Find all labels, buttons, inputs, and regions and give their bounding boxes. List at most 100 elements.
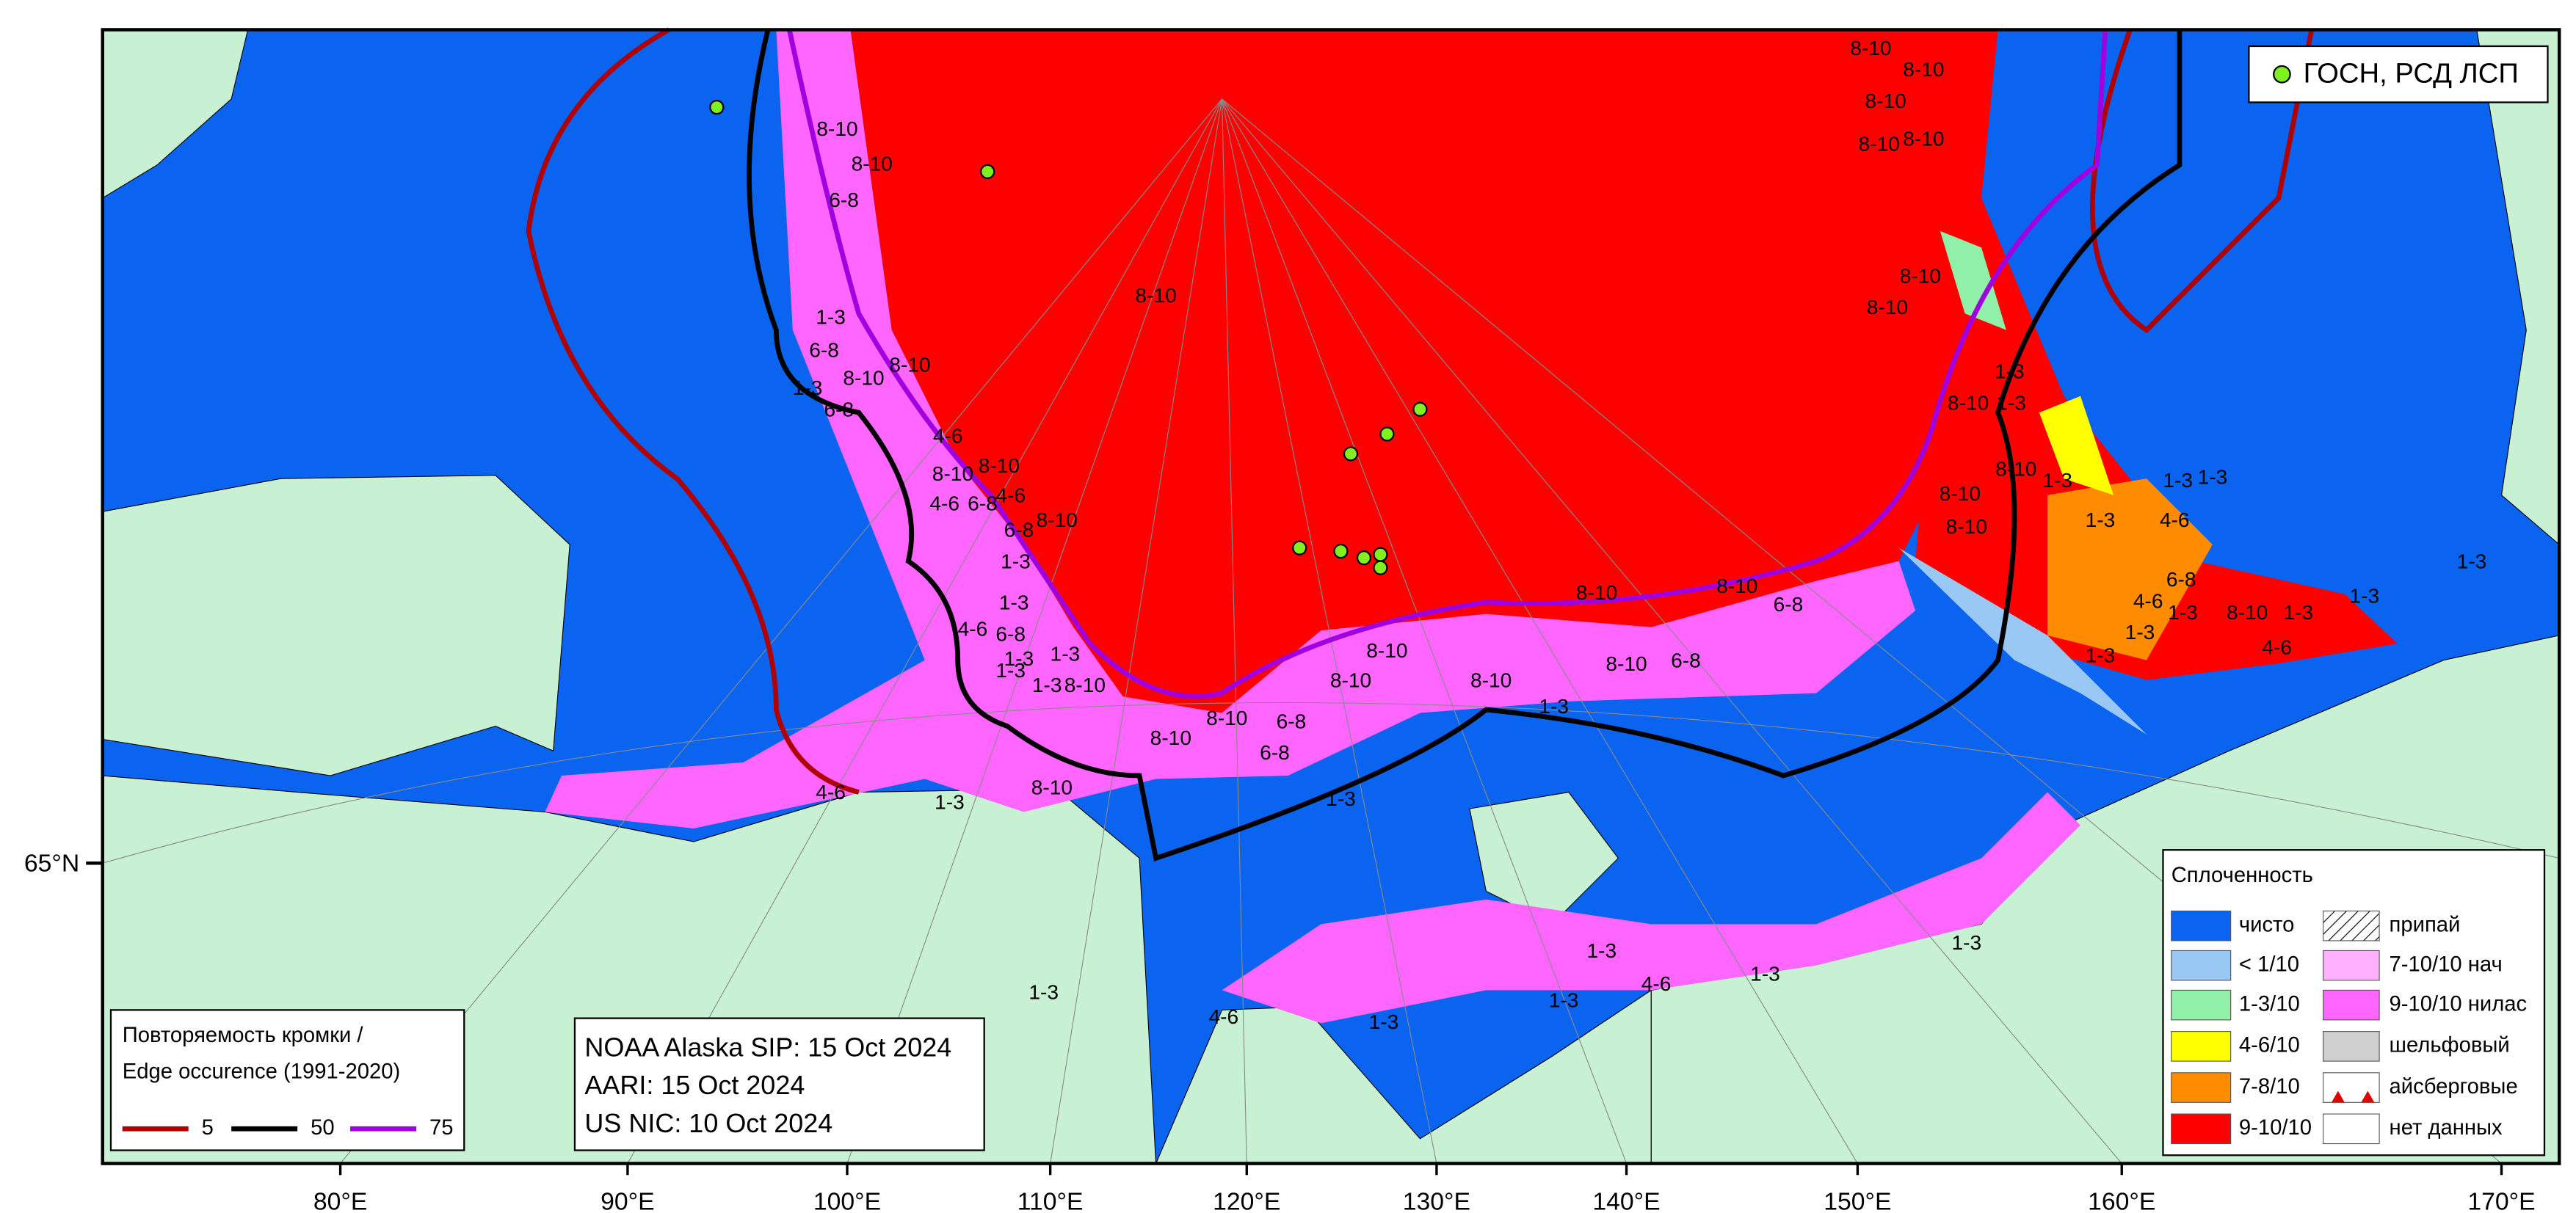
- ice-label: 4-6: [2133, 589, 2163, 612]
- lat-label: 65°N: [24, 849, 79, 877]
- ice-label: 1-3: [2457, 550, 2487, 572]
- ice-label: 6-8: [995, 622, 1026, 645]
- ice-9-10: [850, 29, 1982, 713]
- meridian: [1221, 98, 1437, 1164]
- legend-item: 7-10/10 нач: [2390, 952, 2503, 976]
- ice-label: 1-3: [1051, 642, 1081, 665]
- swatch: [2323, 989, 2380, 1021]
- ice-label: 8-10: [1150, 726, 1191, 749]
- ice-label: 6-8: [829, 189, 859, 211]
- ice-label: 4-6: [995, 484, 1026, 506]
- meridian: [340, 98, 1222, 1164]
- ice-label: 6-8: [809, 338, 839, 361]
- ice-label: 8-10: [1850, 37, 1891, 59]
- legend-item: 4-6/10: [2239, 1034, 2300, 1057]
- station: [1333, 544, 1349, 559]
- meridian: [627, 98, 1223, 1164]
- ice-label: 6-8: [1004, 519, 1034, 542]
- ice-label: 1-3: [1995, 360, 2025, 383]
- ice-label: 6-8: [968, 492, 998, 515]
- ice-label: 8-10: [843, 367, 884, 390]
- ice-lt-1: [1898, 547, 2147, 735]
- berg-icon: [2331, 1090, 2375, 1103]
- lon-label: 80°E: [313, 1188, 367, 1213]
- ice-label: 1-3: [1750, 963, 1780, 986]
- station: [1373, 560, 1388, 575]
- map-frame: [101, 28, 2561, 1165]
- ice-7-8: [2047, 478, 2213, 660]
- ice-label: 6-8: [1260, 741, 1290, 764]
- point-legend-label: ГОСН, РСД ЛСП: [2304, 57, 2519, 89]
- ice-label: 1-3: [2350, 585, 2380, 608]
- legend-item: < 1/10: [2239, 952, 2299, 976]
- ice-label: 4-6: [1208, 1005, 1238, 1028]
- ice-label: 4-6: [816, 781, 846, 804]
- land: [102, 475, 570, 776]
- ice-label: 8-10: [1867, 296, 1908, 318]
- edge-75: [787, 29, 2108, 699]
- ice-label: 1-3: [1028, 980, 1059, 1003]
- point-legend: [2248, 45, 2549, 103]
- swatch: [2171, 910, 2232, 941]
- ice-label: 1-3: [2168, 601, 2198, 624]
- lon-label: 90°E: [601, 1188, 654, 1213]
- ice-label: 1-3: [995, 659, 1026, 682]
- ice-label: 4-6: [958, 618, 988, 641]
- ice-label: 8-10: [1606, 652, 1647, 675]
- ice-label: 8-10: [1948, 391, 1989, 414]
- legend-item: 1-3/10: [2239, 992, 2300, 1016]
- ice-label: 1-3: [2163, 469, 2193, 492]
- swatch: [2323, 910, 2380, 941]
- station: [1292, 540, 1307, 555]
- lon-label: 150°E: [1824, 1188, 1891, 1213]
- ice-label: 1-3: [2198, 466, 2228, 489]
- ice-label: 1-3: [1952, 931, 1982, 954]
- legend-item: 9-10/10: [2239, 1116, 2312, 1140]
- meridian: [1050, 98, 1223, 1164]
- station: [1412, 401, 1428, 417]
- ice-label: 1-3: [2284, 601, 2314, 624]
- nilas-ice: [545, 29, 1916, 828]
- edge-5: [526, 27, 860, 795]
- swatch: [2323, 1031, 2380, 1062]
- source: US NIC: 10 Oct 2024: [584, 1108, 832, 1138]
- ice-label: 1-3: [793, 376, 823, 399]
- legend-item: 7-8/10: [2239, 1075, 2300, 1099]
- lon-label: 140°E: [1592, 1188, 1660, 1213]
- legend-item: припай: [2390, 913, 2461, 936]
- ice-label: 1-3: [2042, 469, 2072, 492]
- ice-label: 8-10: [1946, 515, 1987, 538]
- ice-label: 8-10: [816, 117, 857, 140]
- ice-label: 8-10: [852, 152, 893, 175]
- legend-title: Сплоченность: [2172, 864, 2313, 887]
- station: [1356, 550, 1372, 566]
- legend-station: [2273, 65, 2291, 84]
- ice-label: 1-3: [1549, 989, 1579, 1012]
- ice-label: 8-10: [1037, 509, 1078, 531]
- ice-label: 1-3: [1539, 695, 1569, 718]
- nilas-ice: [1222, 792, 2081, 1024]
- ice-label: 1-3: [999, 591, 1029, 614]
- ice-1-3: [1940, 230, 2006, 330]
- edge-item: 50: [311, 1116, 335, 1140]
- lon-label: 110°E: [1017, 1188, 1084, 1213]
- ice-label: 6-8: [2166, 568, 2196, 591]
- ice-label: 8-10: [1995, 457, 2036, 480]
- legend-item: нет данных: [2390, 1116, 2503, 1140]
- ice-label: 4-6: [1641, 972, 1672, 995]
- ice-label: 1-3: [1326, 787, 1356, 810]
- ice-label: 4-6: [933, 424, 963, 447]
- sources-box: [573, 1017, 985, 1151]
- meridian: [1222, 98, 2122, 1164]
- lon-label: 130°E: [1403, 1188, 1470, 1213]
- ice-label: 8-10: [932, 462, 973, 485]
- lon-label: 170°E: [2467, 1188, 2535, 1213]
- meridian: [1221, 98, 1247, 1164]
- island: [1469, 791, 1619, 925]
- edge-legend-title: Повторяемость кромки /: [123, 1024, 364, 1047]
- source: AARI: 15 Oct 2024: [584, 1070, 805, 1100]
- swatch: [2171, 1031, 2232, 1062]
- meridian: [846, 98, 1223, 1164]
